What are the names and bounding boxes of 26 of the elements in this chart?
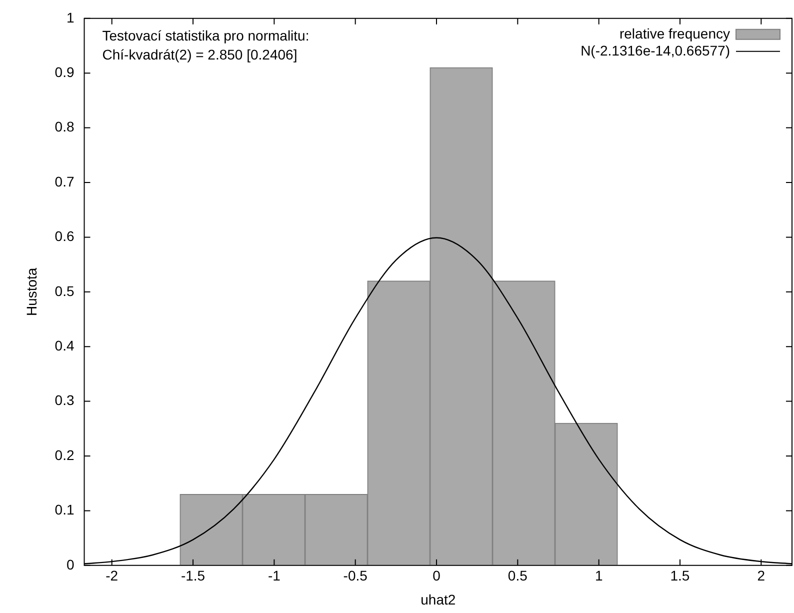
y-tick-label: 0.8 <box>54 118 74 135</box>
y-tick-label: 1 <box>66 9 74 26</box>
y-tick-label: 0.2 <box>54 446 74 463</box>
x-tick-label: 0.5 <box>508 568 528 584</box>
y-tick-label: 0.7 <box>54 173 74 190</box>
x-tick-label: -0.5 <box>343 568 368 584</box>
x-tick-label: -1 <box>268 568 281 584</box>
legend-label: N(-2.1316e-14,0.66577) <box>580 42 730 58</box>
y-tick-label: 0.5 <box>54 282 74 299</box>
x-tick-label: 2 <box>757 568 766 584</box>
y-tick-label: 0.3 <box>54 392 74 408</box>
annotation: Testovací statistika pro normalitu: <box>102 27 310 44</box>
x-tick-label: -1.5 <box>180 568 206 584</box>
x-tick-label: 0 <box>432 568 441 584</box>
x-tick-label: 1.5 <box>670 568 690 584</box>
y-tick-label: 0.4 <box>54 337 74 354</box>
annotation: Chí-kvadrát(2) = 2.850 [0.2406] <box>102 46 298 62</box>
x-tick-label: 1 <box>594 568 603 584</box>
x-axis-title: uhat2 <box>420 591 456 608</box>
y-tick-label: 0.6 <box>54 228 74 244</box>
x-tick-label: -2 <box>106 568 118 584</box>
y-tick-label: 0.9 <box>54 64 74 80</box>
legend-label: relative frequency <box>619 25 730 42</box>
y-tick-label: 0.1 <box>54 502 74 518</box>
y-tick-label: 0 <box>66 556 74 572</box>
y-axis-title: Hustota <box>23 268 40 316</box>
